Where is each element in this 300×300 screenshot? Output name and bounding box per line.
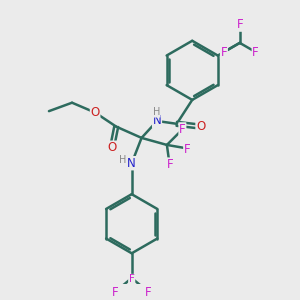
Text: H: H (152, 107, 160, 117)
Text: N: N (127, 157, 136, 170)
Text: F: F (167, 158, 173, 171)
Text: O: O (91, 106, 100, 119)
Text: F: F (236, 18, 243, 31)
Text: F: F (112, 286, 118, 298)
Text: F: F (252, 46, 259, 59)
Text: F: F (145, 286, 152, 298)
Text: O: O (107, 141, 117, 154)
Text: F: F (129, 274, 135, 284)
Text: O: O (196, 120, 205, 133)
Text: F: F (220, 46, 227, 59)
Text: H: H (119, 155, 126, 165)
Text: F: F (179, 123, 186, 136)
Text: F: F (184, 142, 190, 156)
Text: N: N (153, 115, 161, 128)
